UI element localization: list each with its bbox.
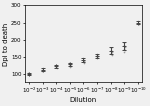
X-axis label: Dilution: Dilution bbox=[70, 97, 97, 103]
Y-axis label: Dpi to death: Dpi to death bbox=[3, 22, 9, 66]
